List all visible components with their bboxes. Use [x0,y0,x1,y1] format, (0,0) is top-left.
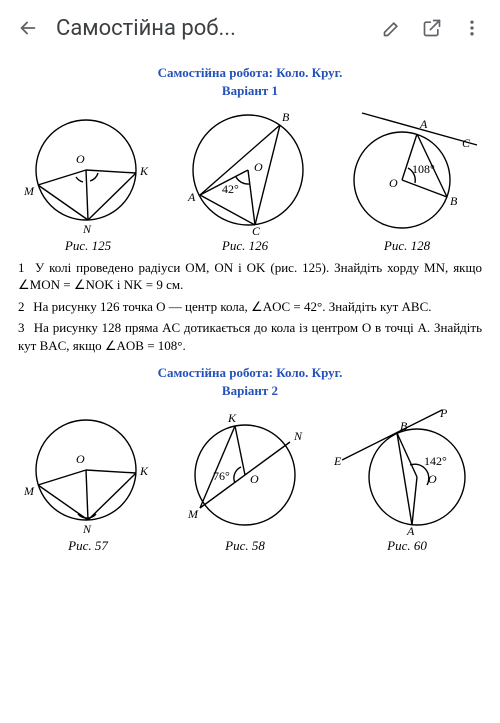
fig57-label-O: O [76,452,85,466]
fig58-label-M: M [187,507,199,521]
fig58-caption: Рис. 58 [170,537,320,555]
fig58-angle: 76° [213,469,230,483]
fig58-label-K: K [227,411,237,425]
fig126-label-A: A [187,190,196,204]
fig58-label-O: O [250,472,259,486]
fig57-label-M: M [23,484,35,498]
fig128-label-O: O [389,176,398,190]
fig125-label-K: K [139,164,149,178]
app-topbar: Самостійна роб... [0,0,500,56]
variant1-heading: Самостійна робота: Коло. Круг. Варіант 1 [18,64,482,99]
fig125-label-O: O [76,152,85,166]
fig126-label-B: B [282,110,290,124]
variant2-heading: Самостійна робота: Коло. Круг. Варіант 2 [18,364,482,399]
fig126-angle: 42° [222,182,239,196]
figure-row-1: O K M N Рис. 125 [18,105,482,255]
fig128-caption: Рис. 128 [332,237,482,255]
fig60-label-P: P [439,406,448,420]
heading1-line1: Самостійна робота: Коло. Круг. [158,65,343,80]
heading2-line2: Варіант 2 [222,383,278,398]
heading2-line1: Самостійна робота: Коло. Круг. [158,365,343,380]
more-icon[interactable] [452,8,492,48]
fig126-label-C: C [252,224,261,235]
fig57-label-N: N [82,522,92,535]
fig128-label-A: A [419,117,428,131]
fig60-label-B: B [400,419,408,433]
fig128: A C O B 108° Рис. 128 [332,105,482,255]
fig125-label-M: M [23,184,35,198]
fig60-label-E: E [333,454,342,468]
fig58-label-N: N [293,429,303,443]
back-icon[interactable] [8,8,48,48]
fig60-caption: Рис. 60 [332,537,482,555]
task3: 3 На рисунку 128 пряма AC дотикається до… [18,319,482,354]
tasks-variant1: 1 У колі проведено радіуси OM, ON і OK (… [18,259,482,355]
open-external-icon[interactable] [412,8,452,48]
fig60-label-A: A [406,524,415,535]
task2: 2 На рисунку 126 точка O — центр кола, ∠… [18,298,482,316]
edit-icon[interactable] [372,8,412,48]
document-body: Самостійна робота: Коло. Круг. Варіант 1 [0,56,500,555]
fig126: A B C O 42° Рис. 126 [170,105,320,255]
figure-row-2: O K M N Рис. 57 [18,405,482,555]
fig126-label-O: O [254,160,263,174]
fig128-angle: 108° [412,162,435,176]
fig60: P B E O A 142° Рис. 60 [332,405,482,555]
fig125-label-N: N [82,222,92,235]
fig126-caption: Рис. 126 [170,237,320,255]
page-title: Самостійна роб... [48,16,372,41]
fig58: K N M O 76° Рис. 58 [170,410,320,555]
heading1-line2: Варіант 1 [222,83,278,98]
fig57: O K M N Рис. 57 [18,415,158,555]
fig57-label-K: K [139,464,149,478]
fig128-label-C: C [462,136,471,150]
fig60-angle: 142° [424,454,447,468]
fig125-caption: Рис. 125 [18,237,158,255]
fig125: O K M N Рис. 125 [18,115,158,255]
fig60-label-O: O [428,472,437,486]
task1: 1 У колі проведено радіуси OM, ON і OK (… [18,259,482,294]
fig128-label-B: B [450,194,458,208]
fig57-caption: Рис. 57 [18,537,158,555]
